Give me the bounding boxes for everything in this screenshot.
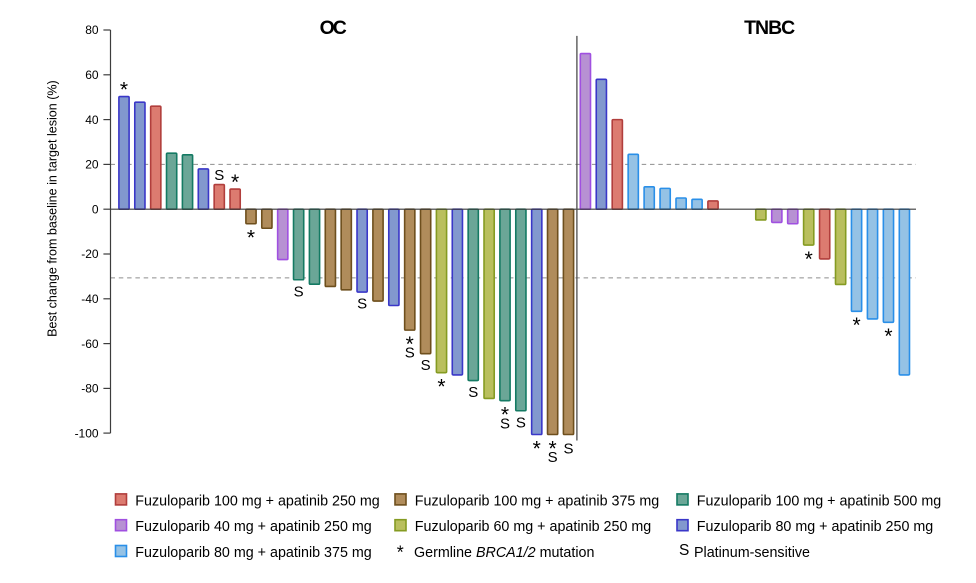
svg-text:Fuzuloparib 100 mg + apatinib: Fuzuloparib 100 mg + apatinib 250 mg bbox=[135, 493, 379, 509]
svg-text:-40: -40 bbox=[81, 292, 99, 306]
svg-text:OC: OC bbox=[320, 17, 347, 39]
svg-text:Fuzuloparib 100 mg + apatinib: Fuzuloparib 100 mg + apatinib 375 mg bbox=[415, 493, 659, 509]
svg-text:Fuzuloparib 40 mg + apatinib 2: Fuzuloparib 40 mg + apatinib 250 mg bbox=[135, 519, 371, 535]
svg-text:*: * bbox=[852, 314, 860, 337]
svg-text:-100: -100 bbox=[75, 426, 99, 440]
svg-text:Fuzuloparib 80 mg + apatinib 2: Fuzuloparib 80 mg + apatinib 250 mg bbox=[697, 519, 933, 535]
svg-text:*: * bbox=[231, 171, 239, 194]
svg-text:S: S bbox=[294, 283, 304, 300]
svg-text:S: S bbox=[516, 414, 526, 431]
svg-text:*: * bbox=[549, 437, 557, 460]
svg-text:80: 80 bbox=[85, 23, 99, 37]
svg-text:S: S bbox=[214, 167, 224, 184]
svg-text:S: S bbox=[405, 345, 415, 362]
svg-text:-20: -20 bbox=[81, 247, 99, 261]
svg-text:Germline BRCA1/2 mutation: Germline BRCA1/2 mutation bbox=[414, 545, 594, 561]
svg-text:60: 60 bbox=[85, 68, 99, 82]
svg-text:20: 20 bbox=[85, 158, 99, 172]
svg-text:S: S bbox=[563, 440, 573, 457]
svg-text:Fuzuloparib 100 mg + apatinib: Fuzuloparib 100 mg + apatinib 500 mg bbox=[697, 493, 941, 509]
svg-text:*: * bbox=[247, 227, 255, 250]
svg-text:-80: -80 bbox=[81, 382, 99, 396]
svg-text:*: * bbox=[884, 325, 892, 348]
svg-text:0: 0 bbox=[92, 202, 99, 216]
svg-text:*: * bbox=[533, 437, 541, 460]
svg-text:*: * bbox=[805, 248, 813, 271]
svg-text:40: 40 bbox=[85, 113, 99, 127]
svg-text:*: * bbox=[120, 79, 128, 102]
svg-text:-60: -60 bbox=[81, 337, 99, 351]
svg-text:S: S bbox=[421, 357, 431, 374]
svg-text:S: S bbox=[500, 415, 510, 432]
svg-text:Fuzuloparib 80 mg + apatinib 3: Fuzuloparib 80 mg + apatinib 375 mg bbox=[135, 545, 371, 561]
svg-text:Platinum-sensitive: Platinum-sensitive bbox=[694, 545, 810, 561]
svg-text:S: S bbox=[357, 296, 367, 313]
svg-text:TNBC: TNBC bbox=[744, 17, 795, 39]
svg-text:S: S bbox=[468, 384, 478, 401]
svg-text:S: S bbox=[679, 542, 689, 559]
svg-text:Best change from baseline in t: Best change from baseline in target lesi… bbox=[46, 80, 60, 337]
svg-text:Fuzuloparib 60 mg + apatinib 2: Fuzuloparib 60 mg + apatinib 250 mg bbox=[415, 519, 651, 535]
svg-text:*: * bbox=[397, 543, 404, 563]
svg-text:*: * bbox=[437, 376, 445, 399]
svg-text:*: * bbox=[406, 333, 414, 356]
svg-text:*: * bbox=[501, 404, 509, 427]
svg-text:S: S bbox=[548, 449, 558, 466]
